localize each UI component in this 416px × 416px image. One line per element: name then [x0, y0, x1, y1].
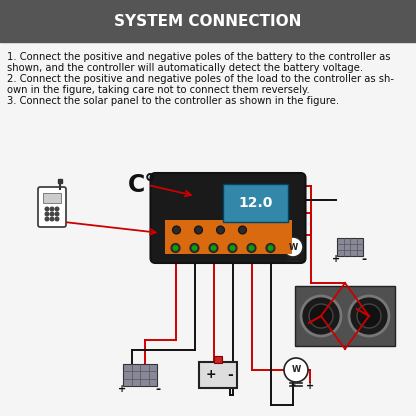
Circle shape: [45, 217, 49, 221]
Bar: [295, 286, 395, 346]
Circle shape: [209, 243, 218, 253]
Text: 2. Connect the positive and negative poles of the load to the controller as sh-: 2. Connect the positive and negative pol…: [7, 74, 394, 84]
Circle shape: [301, 296, 341, 336]
Circle shape: [55, 212, 59, 216]
Bar: [164, 220, 292, 254]
Text: +: +: [306, 381, 314, 391]
FancyBboxPatch shape: [38, 187, 66, 227]
Circle shape: [268, 246, 272, 250]
Text: own in the figure, taking care not to connect them reversely.: own in the figure, taking care not to co…: [7, 85, 310, 95]
Circle shape: [250, 246, 253, 250]
Circle shape: [173, 226, 181, 234]
Text: 12.0: 12.0: [238, 196, 272, 210]
Text: -: -: [227, 368, 233, 382]
Circle shape: [171, 243, 180, 253]
Text: -: -: [156, 382, 161, 396]
Text: shown, and the controller will automatically detect the battery voltage.: shown, and the controller will automatic…: [7, 63, 363, 73]
Text: +: +: [206, 369, 216, 381]
Text: W: W: [288, 243, 297, 252]
Bar: [58, 179, 62, 183]
Circle shape: [211, 246, 215, 250]
Text: W: W: [291, 366, 301, 374]
Text: +: +: [118, 384, 126, 394]
Circle shape: [50, 217, 54, 221]
Circle shape: [357, 304, 381, 328]
Circle shape: [230, 246, 235, 250]
Circle shape: [247, 243, 256, 253]
Circle shape: [216, 226, 225, 234]
Circle shape: [284, 358, 308, 382]
Bar: [214, 356, 222, 363]
Circle shape: [228, 243, 237, 253]
Circle shape: [283, 237, 303, 257]
Text: 3. Connect the solar panel to the controller as shown in the figure.: 3. Connect the solar panel to the contro…: [7, 96, 339, 106]
Circle shape: [193, 246, 196, 250]
Bar: [123, 364, 157, 386]
Circle shape: [190, 243, 199, 253]
Text: SYSTEM CONNECTION: SYSTEM CONNECTION: [114, 13, 302, 29]
Circle shape: [173, 246, 178, 250]
Circle shape: [55, 217, 59, 221]
Circle shape: [349, 296, 389, 336]
Circle shape: [55, 207, 59, 211]
Circle shape: [309, 304, 333, 328]
Bar: [43, 193, 61, 203]
Bar: [0, 0, 416, 42]
Circle shape: [195, 226, 203, 234]
Bar: [199, 362, 237, 388]
Circle shape: [50, 212, 54, 216]
Text: C°: C°: [128, 173, 157, 197]
Circle shape: [45, 207, 49, 211]
FancyBboxPatch shape: [151, 173, 305, 263]
Circle shape: [238, 226, 247, 234]
Bar: [223, 184, 287, 223]
Text: -: -: [362, 253, 366, 265]
Text: +: +: [332, 254, 340, 264]
Text: 1. Connect the positive and negative poles of the battery to the controller as: 1. Connect the positive and negative pol…: [7, 52, 391, 62]
Bar: [337, 238, 363, 256]
Circle shape: [266, 243, 275, 253]
Circle shape: [45, 212, 49, 216]
Circle shape: [50, 207, 54, 211]
Bar: [0, 42, 416, 416]
Text: -: -: [290, 379, 295, 393]
